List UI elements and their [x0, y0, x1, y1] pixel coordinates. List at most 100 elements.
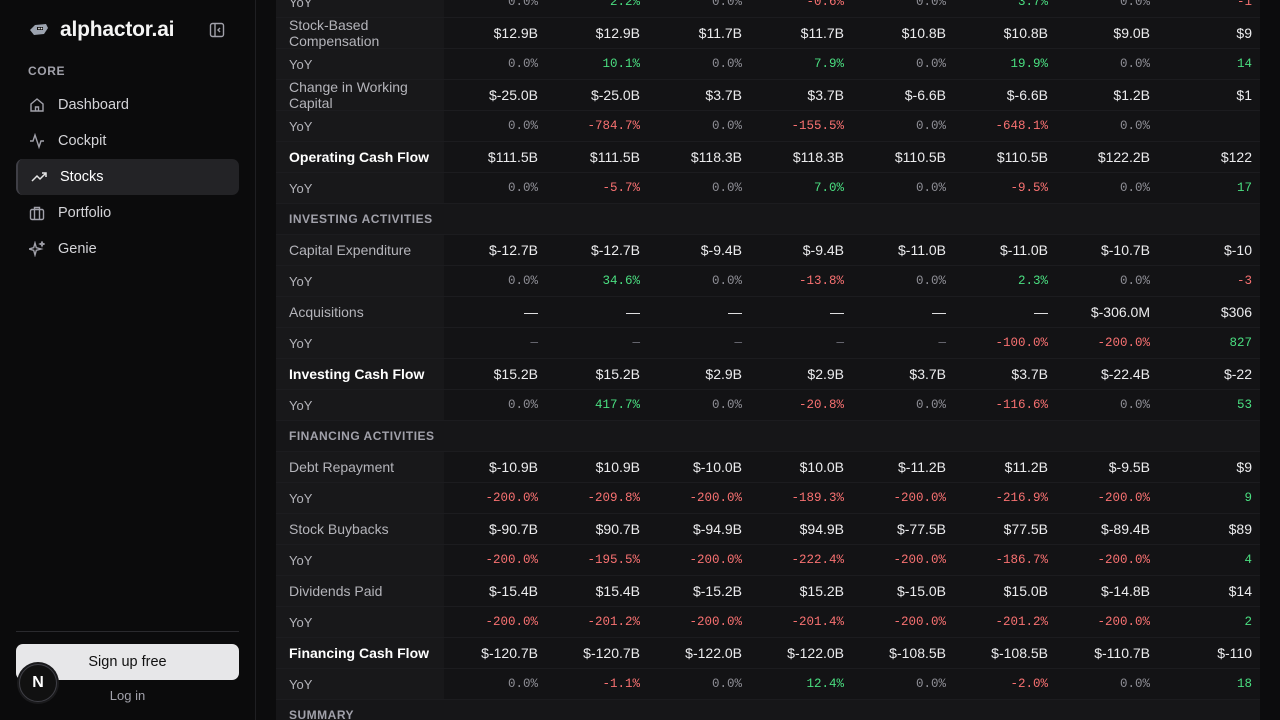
table-cell: $-110.7B — [1094, 645, 1150, 661]
table-cell: — — [734, 336, 742, 350]
row-label: YoY — [276, 390, 444, 420]
table-row: Financing Cash Flow $-120.7B $-120.7B $-122… — [276, 638, 1260, 669]
table-cell: 2.2% — [609, 0, 640, 9]
table-cell: 12.4% — [806, 677, 844, 691]
table-cell: 14 — [1236, 57, 1252, 71]
sidebar-item-label: Stocks — [60, 169, 104, 185]
table-cell: 0.0% — [915, 0, 946, 9]
table-cell: — — [626, 304, 640, 320]
table-cell: -201.4% — [791, 615, 844, 629]
table-cell: $15.4B — [595, 583, 640, 599]
table-cell: -200.0% — [1097, 553, 1150, 567]
table-cell: $-10.0B — [692, 459, 742, 475]
sidebar-divider — [16, 631, 239, 632]
table-cell: 0.0% — [1119, 677, 1150, 691]
table-cell: $-11.0B — [1000, 242, 1048, 258]
row-label: YoY — [276, 266, 444, 296]
table-cell: -13.8% — [798, 274, 844, 288]
sparkles-icon — [28, 240, 46, 258]
table-cell: 0.0% — [507, 274, 538, 288]
table-cell: $118.3B — [792, 149, 844, 165]
cash-flow-table[interactable]: YoY 0.0% 2.2% 0.0% -0.6% 0.0% 3.7% 0.0% -1 Stock-… — [276, 0, 1260, 720]
table-cell: $-14.8B — [1100, 583, 1150, 599]
row-label: YoY — [276, 669, 444, 699]
table-cell: $-25.0B — [488, 87, 538, 103]
section-header-row: FINANCING ACTIVITIES — [276, 421, 1260, 452]
sidebar-item-label: Cockpit — [58, 133, 107, 149]
table-cell: $-12.7B — [488, 242, 538, 258]
row-label: Change in Working Capital — [276, 79, 444, 111]
table-cell: 3.7% — [1017, 0, 1048, 9]
row-label: YoY — [276, 545, 444, 575]
table-cell: $-10.9B — [488, 459, 538, 475]
table-cell: -200.0% — [1097, 336, 1150, 350]
table-cell: $-9.4B — [802, 242, 844, 258]
table-cell: -216.9% — [995, 491, 1048, 505]
table-cell: 0.0% — [507, 398, 538, 412]
table-cell: 4 — [1244, 553, 1252, 567]
row-label: FINANCING ACTIVITIES — [289, 429, 435, 443]
table-cell: -200.0% — [689, 553, 742, 567]
table-cell: 0.0% — [915, 57, 946, 71]
table-cell: 0.0% — [915, 398, 946, 412]
table-cell: -222.4% — [791, 553, 844, 567]
login-link[interactable]: Log in — [109, 688, 146, 703]
table-cell: $110.5B — [996, 149, 1048, 165]
brand[interactable]: alphactor.ai — [28, 16, 175, 44]
table-cell: 2 — [1244, 615, 1252, 629]
table-row: Stock Buybacks $-90.7B $90.7B $-94.9B $94.9B… — [276, 514, 1260, 545]
row-label: YoY — [276, 607, 444, 637]
table-row: Acquisitions — — — — — — $-306.0M $306 — [276, 297, 1260, 328]
table-cell: 0.0% — [1119, 181, 1150, 195]
sidebar-item-stocks[interactable]: Stocks — [16, 159, 239, 195]
table-cell: $15.2B — [493, 366, 538, 382]
table-cell: $122.2B — [1097, 149, 1150, 165]
table-cell: $-15.4B — [488, 583, 538, 599]
section-header-row: INVESTING ACTIVITIES — [276, 204, 1260, 235]
table-cell: $-90.7B — [488, 521, 538, 537]
row-label: SUMMARY — [289, 708, 355, 720]
yoy-row: YoY — — — — — -100.0% -200.0% 827 — [276, 328, 1260, 359]
table-cell: — — [932, 304, 946, 320]
row-label: YoY — [276, 483, 444, 513]
row-label: Financing Cash Flow — [276, 638, 444, 668]
n-badge-icon[interactable]: N — [19, 664, 57, 702]
table-cell: $9 — [1236, 459, 1252, 475]
section-header-row: SUMMARY — [276, 700, 1260, 720]
table-cell: $-22.4B — [1100, 366, 1150, 382]
table-cell: -200.0% — [485, 553, 538, 567]
table-cell: $77.5B — [1003, 521, 1048, 537]
table-cell: — — [530, 336, 538, 350]
table-cell: $111.5B — [487, 149, 538, 165]
yoy-row: YoY -200.0% -209.8% -200.0% -189.3% -200.0% -2… — [276, 483, 1260, 514]
table-cell: $306 — [1220, 304, 1252, 320]
table-cell: 34.6% — [602, 274, 640, 288]
table-cell: $-11.0B — [898, 242, 946, 258]
sidebar-collapse-icon[interactable] — [208, 21, 226, 39]
row-label: YoY — [276, 173, 444, 203]
table-cell: -2.0% — [1010, 677, 1048, 691]
row-label: Acquisitions — [276, 297, 444, 327]
robot-logo-icon — [28, 19, 50, 41]
table-cell: $12.9B — [493, 25, 538, 41]
table-cell: $-77.5B — [896, 521, 946, 537]
table-cell: $-108.5B — [889, 645, 946, 661]
sidebar-item-dashboard[interactable]: Dashboard — [16, 87, 239, 123]
table-cell: 2.3% — [1017, 274, 1048, 288]
table-cell: -1.1% — [602, 677, 640, 691]
sidebar-item-genie[interactable]: Genie — [16, 231, 239, 267]
table-cell: 0.0% — [1119, 398, 1150, 412]
table-cell: -201.2% — [587, 615, 640, 629]
n-badge-letter: N — [32, 674, 44, 691]
sidebar-item-portfolio[interactable]: Portfolio — [16, 195, 239, 231]
sidebar: alphactor.ai CORE Dashboard Cockpit Stoc… — [0, 0, 256, 720]
table-cell: $89 — [1228, 521, 1252, 537]
table-cell: -200.0% — [893, 553, 946, 567]
table-cell: — — [836, 336, 844, 350]
table-cell: -784.7% — [587, 119, 640, 133]
sidebar-item-label: Portfolio — [58, 205, 112, 221]
table-cell: -155.5% — [791, 119, 844, 133]
table-cell: -0.6% — [806, 0, 844, 9]
sidebar-item-label: Genie — [58, 241, 97, 257]
sidebar-item-cockpit[interactable]: Cockpit — [16, 123, 239, 159]
